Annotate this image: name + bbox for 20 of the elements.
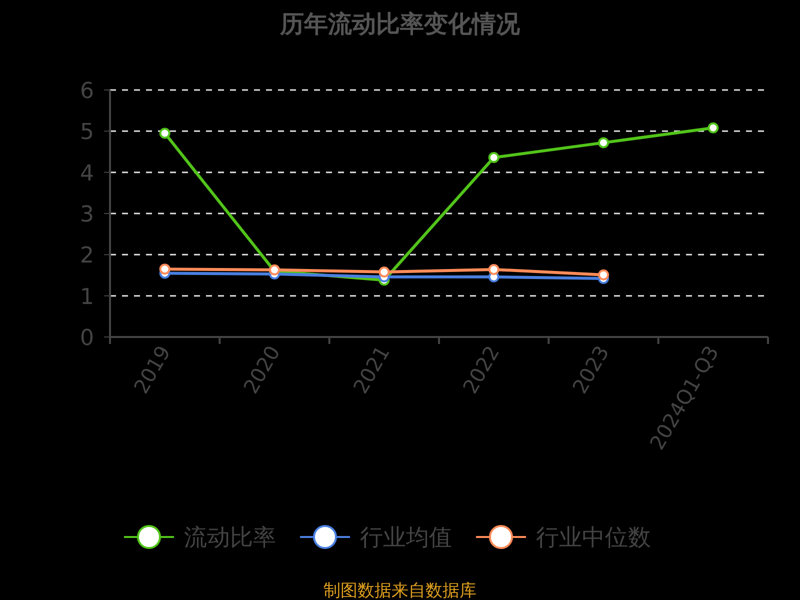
point [159, 128, 170, 139]
y-tick-label: 3 [80, 202, 94, 228]
chart-title: 历年流动比率变化情况 [279, 10, 521, 38]
point [488, 152, 500, 164]
y-tick-label: 6 [80, 79, 94, 104]
legend-label: 流动比率 [184, 525, 276, 551]
y-tick-label: 1 [80, 284, 94, 310]
legend-label: 行业均值 [360, 525, 452, 551]
y-tick-label: 5 [80, 120, 94, 146]
text: 制图数据来自数据库 [324, 581, 476, 600]
legend-label: 行业中位数 [536, 525, 651, 551]
y-tick-label: 4 [80, 161, 94, 186]
point [598, 269, 609, 280]
point [598, 137, 609, 148]
point [378, 266, 390, 278]
point [159, 264, 170, 275]
y-tick-label: 2 [80, 244, 94, 269]
point [708, 122, 719, 134]
point [488, 264, 500, 275]
y-tick-label: 0 [80, 326, 94, 351]
